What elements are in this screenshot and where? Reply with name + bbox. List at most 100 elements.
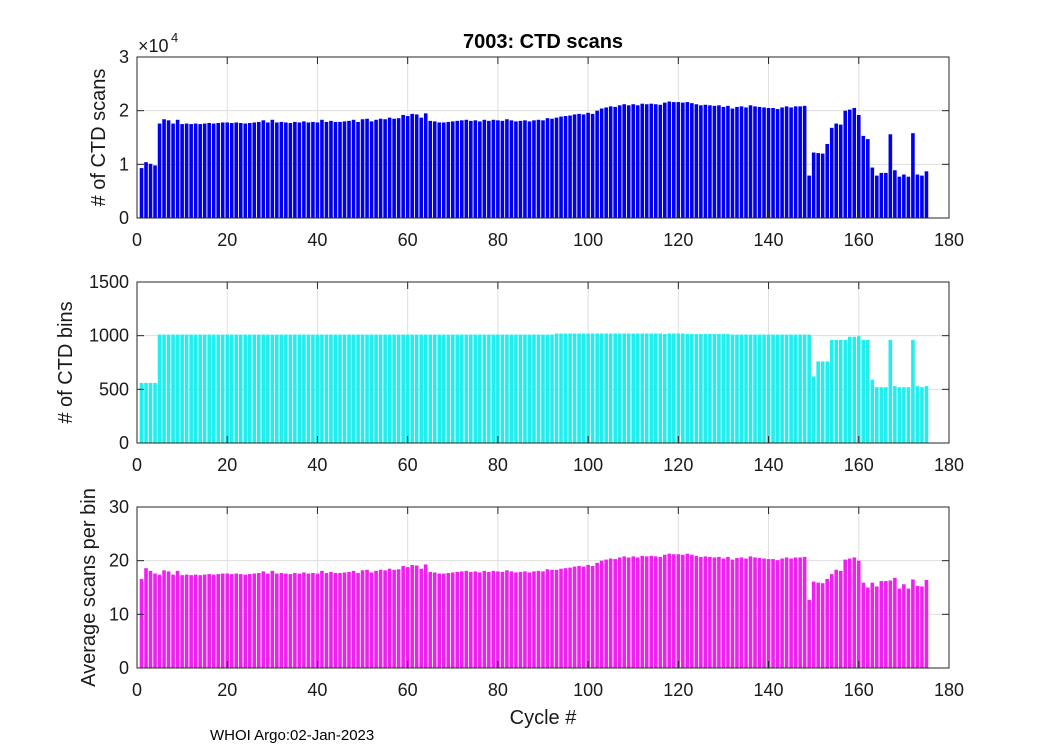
data-bar	[351, 334, 356, 443]
data-bar	[559, 568, 563, 668]
data-bar	[392, 569, 396, 668]
data-bar	[888, 339, 893, 443]
data-bar	[329, 120, 333, 218]
data-bar	[866, 139, 870, 218]
data-bar	[238, 574, 243, 668]
data-bar	[496, 571, 500, 668]
data-bar	[644, 104, 649, 218]
data-bar	[789, 107, 793, 218]
data-bar	[694, 555, 699, 668]
y-axis-label: # of CTD bins	[55, 301, 77, 423]
data-bar	[586, 564, 590, 668]
data-bar	[225, 334, 230, 443]
data-bar	[148, 570, 153, 668]
data-bar	[807, 334, 811, 443]
data-bar	[153, 165, 157, 218]
data-bar	[437, 122, 442, 218]
data-bar	[653, 556, 658, 668]
data-bar	[879, 581, 884, 668]
data-bar	[284, 573, 288, 668]
data-bar	[527, 334, 532, 443]
data-bar	[288, 123, 293, 218]
data-bar	[690, 334, 694, 443]
data-bar	[347, 120, 351, 218]
data-bar	[171, 574, 175, 668]
data-bar	[658, 556, 663, 668]
data-bar	[847, 558, 852, 668]
data-bar	[622, 104, 627, 218]
data-bar	[915, 174, 920, 218]
data-bar	[816, 582, 820, 668]
data-bar	[171, 334, 175, 443]
data-bar	[202, 334, 207, 443]
data-bar	[347, 334, 351, 443]
data-bar	[694, 104, 699, 218]
x-tick-label: 100	[573, 455, 603, 475]
data-bar	[500, 120, 505, 218]
data-bar	[541, 334, 545, 443]
data-bar	[410, 564, 414, 668]
data-bar	[780, 334, 784, 443]
data-bar	[342, 572, 347, 668]
data-bar	[920, 175, 924, 218]
data-bar	[843, 110, 848, 218]
data-bar	[311, 334, 315, 443]
data-bar	[834, 123, 839, 218]
data-bar	[333, 334, 338, 443]
data-bar	[708, 334, 712, 443]
data-bar	[144, 382, 148, 443]
data-bar	[757, 557, 762, 668]
data-bar	[644, 333, 649, 443]
data-bar	[766, 107, 771, 218]
data-bar	[234, 122, 239, 218]
data-bar	[144, 568, 148, 668]
data-bar	[658, 104, 663, 218]
data-bar	[193, 574, 198, 668]
data-bar	[699, 556, 703, 668]
data-bar	[541, 120, 545, 218]
data-bar	[414, 565, 419, 668]
data-bar	[726, 556, 730, 668]
data-bar	[229, 123, 234, 218]
data-bar	[802, 105, 807, 218]
data-bar	[626, 105, 631, 218]
data-bar	[717, 556, 721, 668]
data-bar	[225, 573, 230, 668]
data-bar	[450, 334, 455, 443]
data-bar	[811, 376, 816, 443]
data-bar	[302, 334, 306, 443]
x-tick-label: 60	[398, 680, 418, 700]
data-bar	[211, 334, 216, 443]
data-bar	[505, 119, 509, 218]
data-bar	[888, 580, 893, 668]
y-exponent-label: ×10	[138, 36, 169, 56]
data-bar	[320, 334, 324, 443]
data-bar	[410, 113, 414, 218]
data-bar	[838, 570, 843, 668]
data-bar	[396, 118, 401, 218]
data-bar	[414, 114, 419, 218]
data-bar	[257, 334, 261, 443]
x-tick-label: 80	[488, 230, 508, 250]
data-bar	[527, 572, 532, 668]
data-bar	[257, 573, 261, 668]
y-tick-label: 0	[119, 208, 129, 228]
data-bar	[243, 574, 248, 668]
data-bar	[563, 333, 568, 443]
data-bar	[915, 386, 920, 443]
data-bar	[730, 559, 735, 668]
x-tick-label: 60	[398, 230, 418, 250]
data-bar	[911, 579, 915, 668]
data-bar	[297, 573, 302, 668]
data-bar	[748, 556, 753, 668]
data-bar	[509, 571, 514, 668]
data-bar	[802, 334, 807, 443]
x-tick-label: 180	[934, 680, 964, 700]
data-bar	[189, 124, 193, 218]
data-bar	[554, 333, 559, 443]
data-bar	[708, 556, 712, 668]
data-bar	[247, 574, 252, 668]
data-bar	[780, 107, 784, 218]
data-bar	[496, 120, 500, 218]
data-bar	[202, 123, 207, 218]
